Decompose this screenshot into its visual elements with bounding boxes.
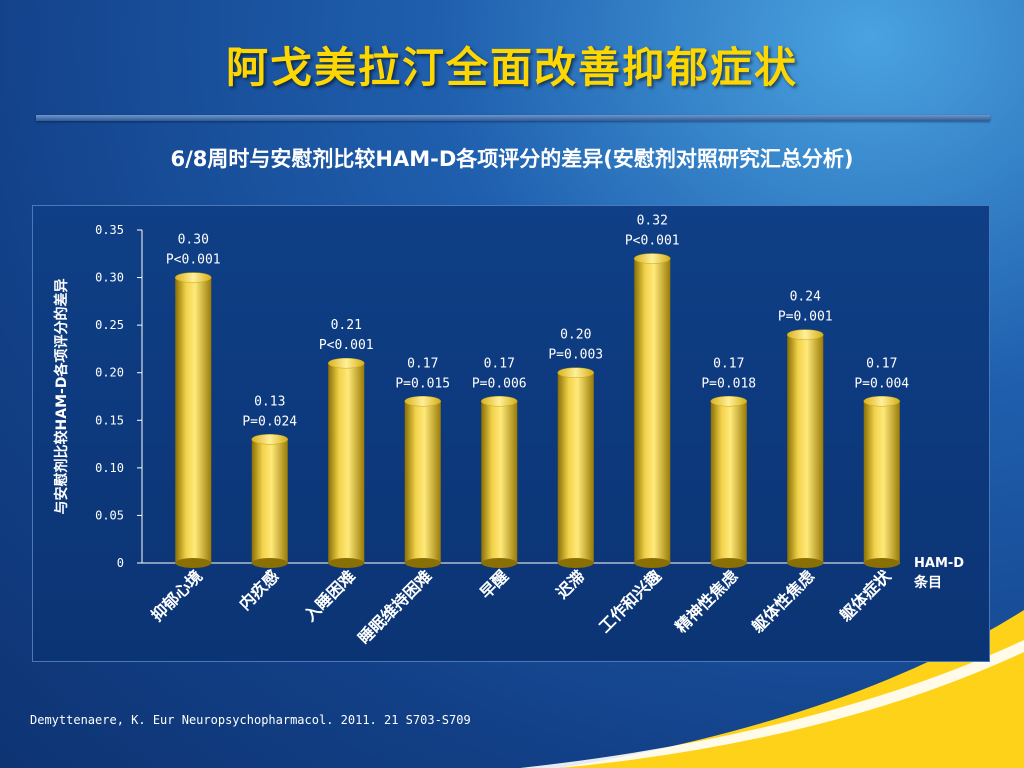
x-tick-label: 入睡困难	[300, 566, 359, 625]
x-tick-label: 早醒	[476, 566, 512, 602]
y-tick-label: 0.20	[95, 366, 124, 380]
bar-cap	[863, 396, 900, 407]
data-label-p: P=0.006	[472, 376, 527, 391]
data-label-p: P<0.001	[166, 253, 221, 268]
bar-cap	[328, 357, 365, 369]
bar	[863, 401, 900, 563]
bar-chart: 0 0.05 0.10 0.15 0.20 0.25 0.30 0.35 与安慰剂比较HAM-D…	[53, 214, 964, 648]
bar-cap	[251, 434, 288, 445]
bar-base	[710, 558, 747, 568]
x-tick-label: 抑郁心境	[147, 566, 206, 625]
x-tick-label: 迟滞	[553, 566, 589, 602]
bar-base	[634, 558, 671, 568]
data-label-value: 0.20	[560, 328, 591, 343]
bar-base	[787, 558, 824, 568]
x-axis-title-line2: 条目	[913, 574, 942, 591]
bar-cap	[634, 253, 671, 264]
x-axis-title-line1: HAM-D	[914, 556, 964, 571]
bar	[634, 258, 671, 563]
data-label-p: P=0.001	[778, 310, 833, 325]
y-tick-label: 0	[117, 556, 124, 570]
bar-base	[863, 558, 900, 568]
bar-base	[328, 558, 365, 568]
y-tick-label: 0.05	[95, 508, 124, 522]
title-divider	[36, 115, 990, 121]
data-label-p: P=0.018	[701, 376, 756, 391]
bar-cap	[787, 329, 824, 340]
data-label-value: 0.24	[790, 290, 821, 305]
y-tick-label: 0.35	[95, 223, 124, 237]
data-label-value: 0.17	[713, 356, 744, 371]
data-label-value: 0.30	[178, 233, 209, 248]
x-tick-label: 工作和兴趣	[595, 566, 666, 637]
bar	[481, 401, 518, 563]
bar-base	[404, 558, 441, 568]
bar-cap	[481, 396, 518, 407]
bar-cap	[710, 396, 747, 407]
data-label-p: P<0.001	[319, 338, 374, 353]
data-label-value: 0.13	[254, 394, 285, 409]
x-tick-label: 精神性焦虑	[672, 566, 742, 636]
bar	[328, 363, 365, 563]
data-label-value: 0.32	[637, 214, 668, 229]
bar-cap	[175, 272, 212, 283]
data-label-value: 0.17	[866, 356, 897, 371]
y-tick-label: 0.15	[95, 413, 124, 427]
citation: Demyttenaere, K. Eur Neuropsychopharmaco…	[30, 713, 471, 727]
bar	[787, 334, 824, 563]
bar	[251, 439, 288, 563]
bar-base	[481, 558, 518, 568]
data-label-value: 0.21	[331, 318, 362, 333]
data-label-value: 0.17	[407, 356, 438, 371]
bar	[404, 401, 441, 563]
data-label-p: P<0.001	[625, 234, 680, 249]
x-tick-label: 躯体症状	[835, 566, 895, 626]
bar-base	[251, 558, 288, 568]
bar	[175, 277, 212, 563]
bar	[710, 401, 747, 563]
slide-title: 阿戈美拉汀全面改善抑郁症状	[225, 43, 798, 92]
bar-base	[557, 558, 594, 568]
data-label-p: P=0.024	[242, 414, 297, 429]
data-label-p: P=0.004	[854, 376, 909, 391]
bar-cap	[404, 396, 441, 407]
y-tick-label: 0.25	[95, 318, 124, 332]
y-axis-title: 与安慰剂比较HAM-D各项评分的差异	[53, 279, 70, 515]
data-label-p: P=0.015	[395, 376, 450, 391]
x-tick-label: 睡眠维持困难	[354, 566, 435, 647]
bar-base	[175, 558, 212, 568]
data-label-value: 0.17	[484, 356, 515, 371]
x-tick-label: 躯体性焦虑	[747, 566, 818, 637]
y-tick-label: 0.10	[95, 461, 124, 475]
y-tick-label: 0.30	[95, 271, 124, 285]
chart-subtitle: 6/8周时与安慰剂比较HAM-D各项评分的差异(安慰剂对照研究汇总分析)	[170, 147, 854, 171]
data-label-p: P=0.003	[548, 348, 603, 363]
bar-cap	[557, 367, 594, 378]
bar	[557, 372, 594, 563]
x-tick-label: 内疚感	[235, 566, 282, 613]
